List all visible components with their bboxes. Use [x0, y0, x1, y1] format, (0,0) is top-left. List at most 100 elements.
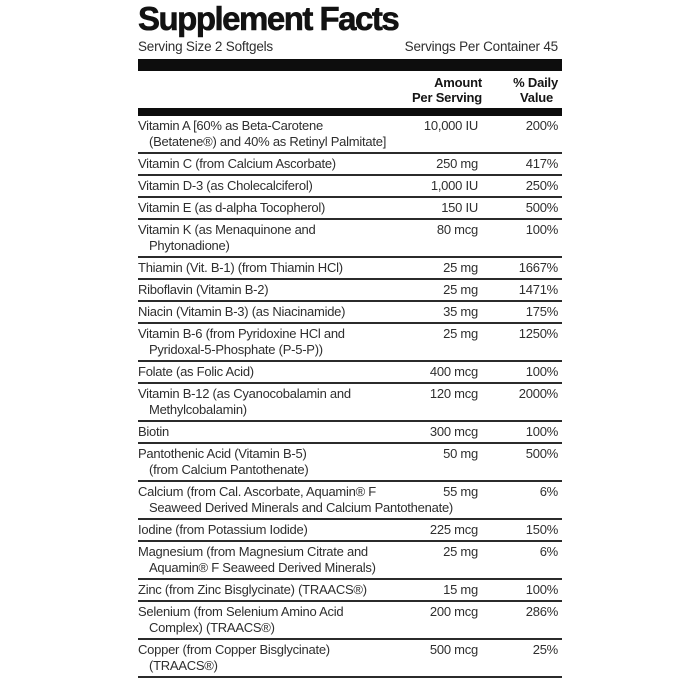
serving-info: Serving Size 2 Softgels Servings Per Con…	[138, 39, 562, 54]
row-main-line: Vitamin C (from Calcium Ascorbate) 250 m…	[138, 156, 562, 172]
daily-value: 1471%	[518, 282, 558, 297]
nutrient-table: Vitamin A [60% as Beta-Carotene 10,000 I…	[138, 116, 562, 678]
row-main-line: Thiamin (Vit. B-1) (from Thiamin HCl) 25…	[138, 260, 562, 276]
amount-value: 50 mg	[443, 446, 478, 461]
amount-value: 120 mcg	[429, 386, 478, 401]
row-main-line: Magnesium (from Magnesium Citrate and 25…	[138, 544, 562, 560]
nutrient-name-continuation: Seaweed Derived Minerals and Calcium Pan…	[149, 500, 454, 515]
row-main-line: Vitamin B-12 (as Cyanocobalamin and 120 …	[138, 386, 562, 402]
nutrient-name: Vitamin B-6 (from Pyridoxine HCl and	[138, 326, 345, 341]
amount-value: 150 IU	[441, 200, 478, 215]
nutrient-name: Vitamin B-12 (as Cyanocobalamin and	[138, 386, 351, 401]
dv-header-line2: Value	[520, 90, 553, 105]
row-main-line: Niacin (Vitamin B-3) (as Niacinamide) 35…	[138, 304, 562, 320]
divider-bar-header	[138, 108, 562, 116]
amount-value: 250 mg	[436, 156, 478, 171]
amount-value: 500 mcg	[429, 642, 478, 657]
daily-value: 2000%	[518, 386, 558, 401]
table-row: Biotin 300 mcg 100%	[138, 422, 562, 444]
amount-value: 25 mg	[443, 260, 478, 275]
row-main-line: Biotin 300 mcg 100%	[138, 424, 562, 440]
amount-value: 80 mcg	[436, 222, 478, 237]
daily-value: 200%	[525, 118, 559, 133]
row-main-line: Copper (from Copper Bisglycinate) 500 mc…	[138, 642, 562, 658]
daily-value: 100%	[525, 222, 559, 237]
amount-column-header: Amount Per Serving	[412, 75, 482, 105]
nutrient-name-continuation: (TRAACS®)	[149, 658, 218, 673]
row-main-line: Selenium (from Selenium Amino Acid 200 m…	[138, 604, 562, 620]
amount-value: 25 mg	[443, 544, 478, 559]
servings-per-container-text: Servings Per Container 45	[404, 39, 559, 54]
table-row: Vitamin B-6 (from Pyridoxine HCl and 25 …	[138, 324, 562, 362]
amount-value: 25 mg	[443, 282, 478, 297]
column-headers: Amount Per Serving % Daily Value	[138, 71, 562, 108]
nutrient-name: Copper (from Copper Bisglycinate)	[138, 642, 330, 657]
nutrient-name-continuation: Aquamin® F Seaweed Derived Minerals)	[149, 560, 376, 575]
table-row: Niacin (Vitamin B-3) (as Niacinamide) 35…	[138, 302, 562, 324]
amount-value: 35 mg	[443, 304, 478, 319]
amount-value: 15 mg	[443, 582, 478, 597]
table-row: Iodine (from Potassium Iodide) 225 mcg 1…	[138, 520, 562, 542]
daily-value: 6%	[539, 484, 559, 499]
nutrient-name: Vitamin K (as Menaquinone and	[138, 222, 316, 237]
daily-value: 100%	[525, 582, 559, 597]
daily-value: 1667%	[518, 260, 558, 275]
nutrient-name: Iodine (from Potassium Iodide)	[138, 522, 308, 537]
amount-value: 225 mcg	[429, 522, 478, 537]
serving-size-text: Serving Size 2 Softgels	[138, 39, 273, 54]
amount-header-line1: Amount	[434, 75, 482, 90]
row-main-line: Vitamin E (as d-alpha Tocopherol) 150 IU…	[138, 200, 562, 216]
row-main-line: Iodine (from Potassium Iodide) 225 mcg 1…	[138, 522, 562, 538]
nutrient-name: Thiamin (Vit. B-1) (from Thiamin HCl)	[138, 260, 343, 275]
daily-value: 100%	[525, 424, 559, 439]
nutrient-name: Zinc (from Zinc Bisglycinate) (TRAACS®)	[138, 582, 367, 597]
nutrient-name-continuation: (from Calcium Pantothenate)	[149, 462, 309, 477]
daily-value: 500%	[525, 446, 559, 461]
row-main-line: Zinc (from Zinc Bisglycinate) (TRAACS®) …	[138, 582, 562, 598]
nutrient-name: Calcium (from Cal. Ascorbate, Aquamin® F	[138, 484, 376, 499]
daily-value-column-header: % Daily Value	[482, 75, 562, 105]
nutrient-name-continuation: Complex) (TRAACS®)	[149, 620, 275, 635]
table-row: Calcium (from Cal. Ascorbate, Aquamin® F…	[138, 482, 562, 520]
nutrient-name: Selenium (from Selenium Amino Acid	[138, 604, 344, 619]
row-main-line: Vitamin D-3 (as Cholecalciferol) 1,000 I…	[138, 178, 562, 194]
daily-value: 150%	[525, 522, 559, 537]
nutrient-name-continuation: (Betatene®) and 40% as Retinyl Palmitate…	[149, 134, 387, 149]
daily-value: 500%	[525, 200, 559, 215]
nutrient-name: Biotin	[138, 424, 170, 439]
nutrient-name: Niacin (Vitamin B-3) (as Niacinamide)	[138, 304, 346, 319]
nutrient-name: Vitamin E (as d-alpha Tocopherol)	[138, 200, 326, 215]
table-row: Magnesium (from Magnesium Citrate and 25…	[138, 542, 562, 580]
nutrient-name: Pantothenic Acid (Vitamin B-5)	[138, 446, 307, 461]
nutrient-name: Riboflavin (Vitamin B-2)	[138, 282, 269, 297]
row-main-line: Pantothenic Acid (Vitamin B-5) 50 mg 500…	[138, 446, 562, 462]
daily-value: 100%	[525, 364, 559, 379]
amount-value: 25 mg	[443, 326, 478, 341]
table-row: Vitamin D-3 (as Cholecalciferol) 1,000 I…	[138, 176, 562, 198]
row-main-line: Vitamin K (as Menaquinone and 80 mcg 100…	[138, 222, 562, 238]
daily-value: 1250%	[518, 326, 558, 341]
divider-bar-top	[138, 59, 562, 71]
row-main-line: Calcium (from Cal. Ascorbate, Aquamin® F…	[138, 484, 562, 500]
amount-value: 10,000 IU	[423, 118, 478, 133]
table-row: Copper (from Copper Bisglycinate) 500 mc…	[138, 640, 562, 678]
nutrient-name-continuation: Methylcobalamin)	[149, 402, 247, 417]
table-row: Zinc (from Zinc Bisglycinate) (TRAACS®) …	[138, 580, 562, 602]
amount-value: 400 mcg	[429, 364, 478, 379]
amount-value: 1,000 IU	[430, 178, 478, 193]
daily-value: 250%	[525, 178, 559, 193]
amount-header-line2: Per Serving	[411, 90, 482, 105]
table-row: Pantothenic Acid (Vitamin B-5) 50 mg 500…	[138, 444, 562, 482]
row-main-line: Vitamin A [60% as Beta-Carotene 10,000 I…	[138, 118, 562, 134]
table-row: Selenium (from Selenium Amino Acid 200 m…	[138, 602, 562, 640]
daily-value: 417%	[525, 156, 559, 171]
nutrient-name-continuation: Phytonadione)	[149, 238, 230, 253]
row-main-line: Folate (as Folic Acid) 400 mcg 100%	[138, 364, 562, 380]
nutrient-name: Vitamin A [60% as Beta-Carotene	[138, 118, 323, 133]
daily-value: 286%	[525, 604, 559, 619]
nutrient-name: Vitamin C (from Calcium Ascorbate)	[138, 156, 336, 171]
amount-value: 55 mg	[443, 484, 478, 499]
daily-value: 175%	[525, 304, 559, 319]
row-main-line: Vitamin B-6 (from Pyridoxine HCl and 25 …	[138, 326, 562, 342]
